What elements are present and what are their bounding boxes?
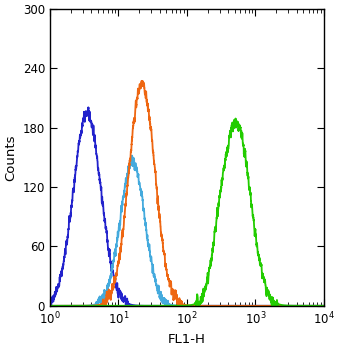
X-axis label: FL1-H: FL1-H <box>168 333 206 346</box>
Y-axis label: Counts: Counts <box>4 134 17 181</box>
